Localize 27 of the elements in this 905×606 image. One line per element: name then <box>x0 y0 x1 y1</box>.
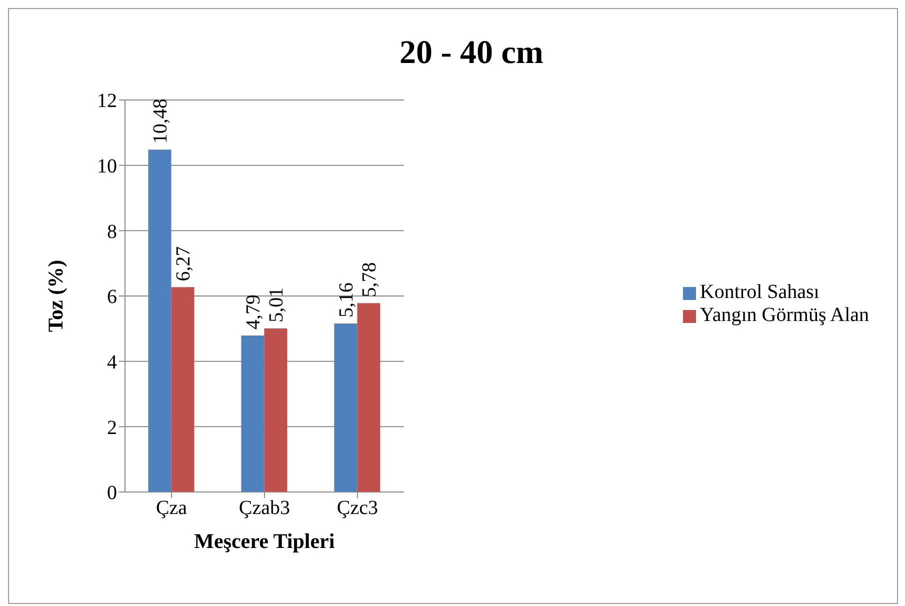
bar <box>264 328 288 492</box>
legend-label: Yangın Görmüş Alan <box>700 304 869 326</box>
data-label: 5,78 <box>358 262 381 298</box>
x-tick-label: Çza <box>156 497 188 520</box>
y-tick-label: 6 <box>107 286 117 308</box>
data-label: 4,79 <box>242 294 265 330</box>
y-tick-label: 0 <box>107 482 117 504</box>
text: 20 - 40 cm <box>398 35 544 72</box>
y-tick-label: 2 <box>107 416 117 439</box>
data-label: 10,48 <box>150 98 172 144</box>
x-axis-title: Meşcere Tipleri <box>194 529 335 553</box>
y-tick-label: 12 <box>97 90 117 112</box>
y-tick-label: 10 <box>97 155 117 178</box>
data-label: 5,16 <box>336 282 358 318</box>
legend-label: Kontrol Sahası <box>700 281 820 303</box>
y-axis-title: Toz (%) <box>43 260 68 332</box>
x-tick-label: Çzab3 <box>238 497 290 520</box>
bar <box>334 323 358 492</box>
data-label: 6,27 <box>172 246 195 282</box>
data-label: 5,01 <box>266 287 288 322</box>
bar <box>148 150 172 492</box>
y-tick-label: 8 <box>107 220 117 243</box>
bar <box>171 287 194 492</box>
y-tick-label: 4 <box>107 351 117 374</box>
bar <box>357 303 380 492</box>
bar <box>241 336 264 492</box>
x-tick-label: Çzc3 <box>336 497 378 520</box>
